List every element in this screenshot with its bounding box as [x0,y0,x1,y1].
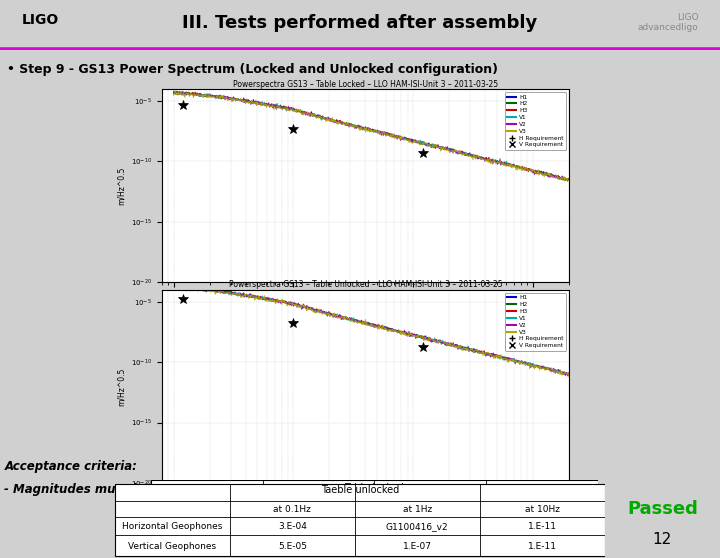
Text: Vertical Geophones: Vertical Geophones [128,542,217,551]
Text: • Step 9 - GS13 Power Spectrum (Locked and Unlocked configuration): • Step 9 - GS13 Power Spectrum (Locked a… [7,63,498,76]
Text: III. Tests performed after assembly: III. Tests performed after assembly [182,13,538,32]
Text: 5.E-05: 5.E-05 [278,542,307,551]
Y-axis label: m/Hz^0.5: m/Hz^0.5 [117,166,126,205]
Text: 1.E-11: 1.E-11 [528,522,557,531]
Text: Passed: Passed [627,500,698,518]
Text: at 0.1Hz: at 0.1Hz [300,502,338,511]
Title: Powerspectra GS13 – Table Unlocked – LLO HAM-ISI-Unit 3 – 2011-03-25: Powerspectra GS13 – Table Unlocked – LLO… [228,280,503,290]
Text: at 0.1Hz: at 0.1Hz [274,504,311,513]
X-axis label: Frequency (Hz): Frequency (Hz) [333,509,397,518]
Legend: H1, H2, H3, V1, V2, V3, H Requirement, V Requirement: H1, H2, H3, V1, V2, V3, H Requirement, V… [505,293,566,350]
Text: at 1Hz: at 1Hz [402,504,432,513]
FancyBboxPatch shape [115,484,605,556]
Title: Powerspectra GS13 – Table Locked – LLO HAM-ISI-Unit 3 – 2011-03-25: Powerspectra GS13 – Table Locked – LLO H… [233,79,498,89]
Text: Horizontal Geophones: Horizontal Geophones [122,522,222,531]
Text: at 10Hz: at 10Hz [524,502,559,511]
Text: at 1Hz: at 1Hz [415,502,445,511]
FancyBboxPatch shape [151,480,598,544]
Text: 1.E-11: 1.E-11 [528,542,557,551]
Text: 1.E-07: 1.E-07 [402,542,432,551]
Y-axis label: m/Hz^0.5: m/Hz^0.5 [117,367,126,406]
Text: at 10Hz: at 10Hz [525,504,560,513]
Text: 12: 12 [653,532,672,547]
Text: Table locked: Table locked [345,483,404,493]
Text: - Magnitudes must be lower than: - Magnitudes must be lower than [4,483,224,496]
Text: 3.E-08: 3.E-08 [415,526,445,535]
Text: LIGO: LIGO [22,13,59,27]
Text: Acceptance criteria:: Acceptance criteria: [4,460,138,473]
X-axis label: Frequency (Hz): Frequency (Hz) [333,309,397,318]
Text: 3.E-04: 3.E-04 [278,522,307,531]
Text: Taeble unlocked: Taeble unlocked [320,485,399,495]
Text: G1100416_v2: G1100416_v2 [386,522,449,531]
Text: 8.E-05: 8.E-05 [304,526,333,535]
Legend: H1, H2, H3, V1, V2, V3, H Requirement, V Requirement: H1, H2, H3, V1, V2, V3, H Requirement, V… [505,92,566,150]
Text: 2.E-10: 2.E-10 [527,526,557,535]
Text: LIGO
advancedligo: LIGO advancedligo [638,13,698,32]
Text: H & V Geophones: H & V Geophones [167,526,247,535]
